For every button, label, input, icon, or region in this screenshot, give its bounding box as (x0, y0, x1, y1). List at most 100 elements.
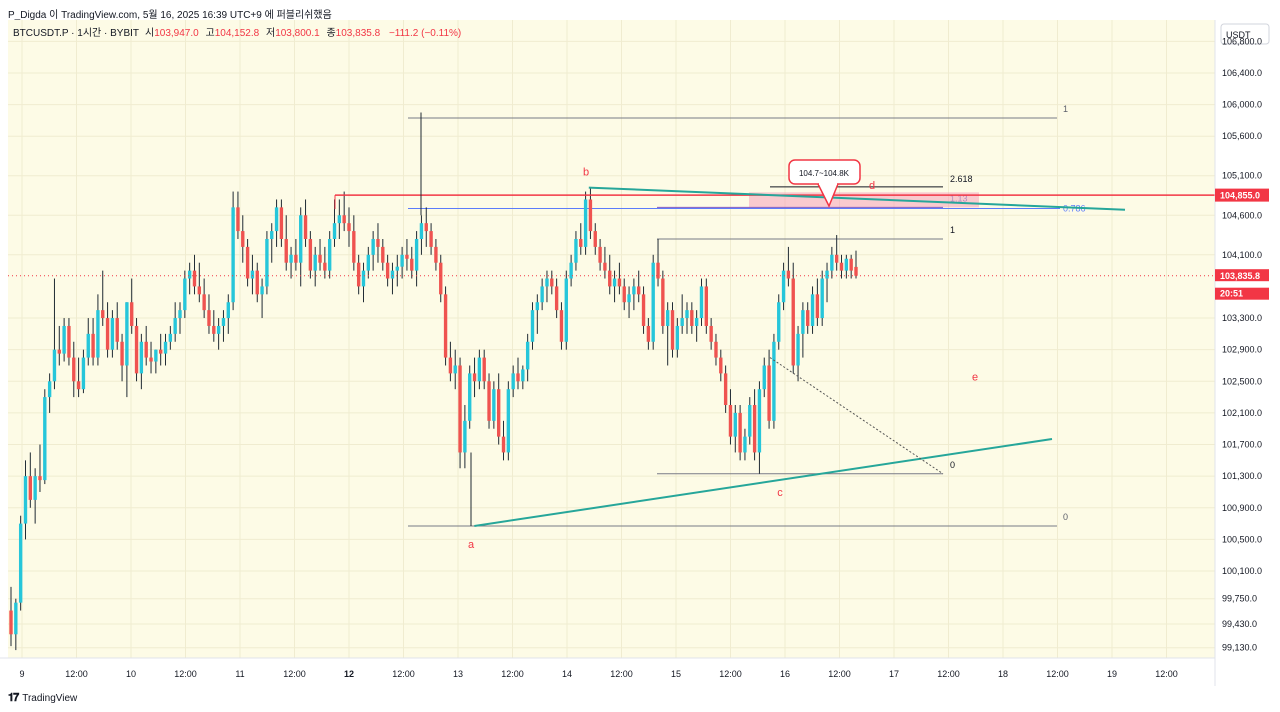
candle-body-44 (221, 318, 226, 326)
candle-61 (303, 199, 308, 247)
candle-146 (714, 333, 718, 366)
price-tag-bg-2 (1215, 287, 1269, 300)
candle-21 (110, 310, 115, 358)
candle-14 (76, 357, 81, 398)
candle-body-106 (521, 369, 525, 382)
candle-body-77 (381, 246, 385, 263)
candle-43 (216, 318, 221, 350)
candle-body-96 (472, 373, 477, 382)
candle-142 (694, 310, 699, 342)
time-tick-1: 12:00 (65, 669, 88, 679)
legend-change: −111.2 (−0.11%) (389, 28, 461, 39)
candle-75 (371, 231, 375, 271)
candle-body-43 (216, 325, 221, 334)
candle-body-69 (342, 215, 346, 224)
candle-116 (569, 254, 573, 287)
candle-body-144 (704, 286, 709, 326)
candle-76 (376, 223, 380, 263)
candle-71 (352, 215, 356, 271)
candle-29 (149, 341, 153, 374)
candle-body-4 (28, 476, 33, 500)
legend-low-label: 저 (266, 27, 275, 39)
candle-55 (274, 199, 279, 247)
candle-body-5 (33, 476, 37, 500)
plot-area[interactable] (8, 20, 1215, 658)
candle-135 (661, 270, 665, 334)
wave-label-d: d (869, 180, 875, 192)
candle-body-0 (9, 610, 13, 635)
candle-body-141 (690, 310, 694, 326)
candle-86 (424, 207, 428, 247)
currency-button[interactable] (1220, 23, 1270, 45)
candle-body-174 (849, 258, 853, 271)
candle-138 (675, 318, 680, 358)
price-tick-5: 104,600.0 (1222, 210, 1262, 220)
candle-134 (656, 238, 660, 287)
candle-body-166 (810, 294, 815, 326)
wave-label-b: b (583, 167, 589, 179)
price-tick-13: 100,900.0 (1222, 503, 1262, 513)
candle-141 (690, 302, 694, 334)
time-axis[interactable]: 9 12:00 10 12:00 11 12:00 12 12:00 13 12:00 14 12:0… (0, 657, 1215, 679)
price-tick-3: 105,600.0 (1222, 131, 1262, 141)
candle-body-116 (569, 262, 573, 279)
candle-88 (434, 238, 438, 271)
candle-168 (820, 270, 824, 326)
candle-body-66 (327, 238, 332, 271)
candle-17 (91, 318, 95, 366)
candle-119 (583, 191, 588, 255)
currency-label: USDT (1226, 30, 1251, 40)
candle-body-165 (806, 310, 810, 326)
candle-body-91 (448, 357, 453, 374)
candle-body-163 (796, 333, 800, 366)
candle-body-117 (574, 238, 578, 263)
candle-body-169 (825, 270, 829, 279)
candle-9 (52, 278, 57, 390)
time-tick-18: 18 (998, 669, 1008, 679)
candle-body-67 (332, 223, 337, 239)
candle-body-81 (400, 254, 404, 267)
candle-body-148 (723, 373, 728, 406)
candle-body-128 (627, 294, 631, 303)
candle-body-13 (72, 357, 76, 382)
candle-body-125 (612, 278, 617, 287)
time-tick-12: 15 (671, 669, 681, 679)
candle-8 (47, 373, 52, 413)
candle-body-142 (694, 318, 699, 326)
candle-body-120 (588, 199, 593, 232)
candle-155 (757, 381, 762, 474)
candle-body-46 (231, 207, 235, 303)
time-tick-10: 14 (562, 669, 572, 679)
candle-body-9 (52, 349, 57, 382)
candle-87 (429, 223, 433, 255)
candle-body-26 (134, 325, 139, 374)
candle-165 (806, 302, 810, 334)
candle-body-94 (463, 420, 467, 453)
candle-30 (154, 349, 158, 374)
candle-78 (385, 254, 390, 287)
tradingview-footer[interactable]: 𝟏𝟕 TradingView (8, 692, 77, 705)
candle-body-73 (361, 270, 366, 287)
candle-body-153 (748, 405, 752, 437)
candle-body-76 (376, 238, 380, 247)
lower-trendline (474, 438, 1053, 527)
candle-body-160 (781, 270, 786, 303)
candle-body-36 (183, 278, 187, 311)
candle-body-159 (777, 302, 781, 342)
candle-153 (748, 397, 752, 445)
candle-129 (632, 278, 636, 311)
candle-157 (767, 349, 771, 429)
candle-body-150 (733, 412, 737, 437)
time-tick-9: 12:00 (501, 669, 524, 679)
candle-body-103 (506, 389, 511, 453)
candle-body-65 (323, 262, 327, 271)
price-axis[interactable]: USDT 106,800.0 106,400.0 106,000.0 105,600.… (1214, 20, 1270, 686)
candle-body-14 (76, 381, 81, 390)
candle-92 (453, 349, 457, 390)
candle-body-127 (622, 286, 626, 303)
candle-97 (477, 349, 482, 390)
candle-32 (163, 333, 168, 366)
candle-13 (72, 341, 76, 398)
candle-115 (564, 270, 568, 350)
